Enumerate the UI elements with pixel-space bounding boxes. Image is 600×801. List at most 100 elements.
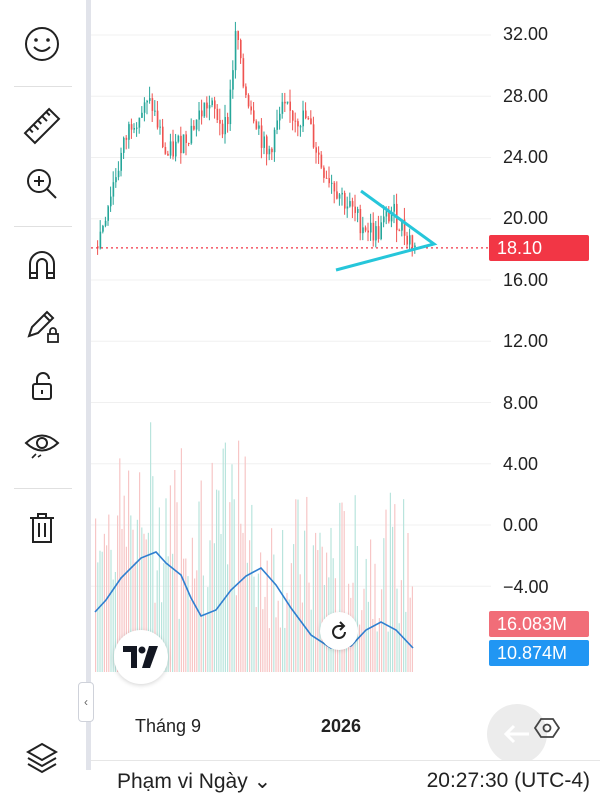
volume-bar <box>273 554 275 672</box>
volume-bar <box>282 530 284 672</box>
candle-body <box>115 177 117 183</box>
candle-body <box>414 245 416 248</box>
volume-bar <box>123 495 125 672</box>
volume-bar <box>411 586 413 672</box>
candle-body <box>156 110 159 128</box>
price-tick: 20.00 <box>503 208 549 228</box>
candle-body <box>328 178 330 184</box>
volume-bar <box>312 545 314 672</box>
volume-bar <box>275 617 277 672</box>
candle-body <box>125 137 128 140</box>
volume-bar <box>172 553 174 672</box>
volume-ma-badge: 10.874M <box>489 640 589 666</box>
reset-chart-button[interactable] <box>320 612 358 650</box>
candle-body <box>136 127 138 129</box>
volume-bar <box>110 549 112 672</box>
candle-body <box>338 194 341 199</box>
volume-bar <box>260 552 262 672</box>
candle-body <box>333 182 336 192</box>
candle-body <box>193 125 195 130</box>
candle-body <box>167 153 169 156</box>
volume-bar <box>249 540 251 672</box>
volume-bar <box>134 561 136 672</box>
volume-bar <box>202 575 204 672</box>
volume-bar <box>130 515 132 672</box>
candle-body <box>164 147 167 154</box>
ruler-icon[interactable] <box>18 102 66 150</box>
scroll-to-latest-button[interactable] <box>487 704 547 764</box>
time-axis[interactable]: Tháng 9 2026 <box>91 710 491 744</box>
volume-bar <box>152 476 154 672</box>
time-label-month: Tháng 9 <box>135 716 202 736</box>
pencil-lock-icon[interactable] <box>18 302 66 350</box>
volume-bar <box>374 563 376 672</box>
volume-bar <box>341 502 343 672</box>
volume-bar <box>218 490 220 672</box>
candle-body <box>112 182 115 197</box>
candle-body <box>393 203 395 212</box>
volume-bar <box>301 602 303 672</box>
candle-body <box>130 124 133 130</box>
candle-body <box>279 113 281 121</box>
price-axis[interactable]: 32.00 28.00 24.00 20.00 16.00 12.00 8.00… <box>491 0 600 700</box>
volume-bar <box>233 499 235 672</box>
volume-bar <box>251 504 253 672</box>
volume-bar <box>266 560 268 672</box>
candle-body <box>302 110 304 127</box>
zoom-in-icon[interactable] <box>18 160 66 208</box>
candle-body <box>289 101 291 111</box>
candle-body <box>250 106 252 111</box>
magnet-icon[interactable] <box>18 242 66 290</box>
candle-body <box>375 226 377 241</box>
volume-bar <box>297 499 299 672</box>
candle-body <box>312 124 315 148</box>
volume-bar <box>108 514 110 672</box>
layers-icon[interactable] <box>18 734 66 782</box>
unlock-icon[interactable] <box>18 362 66 410</box>
candle-body <box>362 227 364 234</box>
candle-body <box>208 105 211 109</box>
volume-bar <box>196 570 198 672</box>
candle-body <box>247 95 250 107</box>
collapse-toolbar-tab[interactable]: ‹ <box>78 682 94 722</box>
volume-bar <box>167 556 169 672</box>
trash-icon[interactable] <box>18 504 66 552</box>
candle-body <box>271 148 273 153</box>
candle-body <box>211 100 213 106</box>
candle-body <box>346 206 349 209</box>
volume-bar <box>295 499 297 672</box>
price-tick: −4.00 <box>503 577 549 597</box>
volume-bar <box>363 588 365 672</box>
volume-bar <box>264 596 266 672</box>
candle-body <box>258 125 260 129</box>
bottom-bar: Phạm vi Ngày ⌄ 20:27:30 (UTC-4) <box>91 760 600 801</box>
candle-body <box>388 211 390 222</box>
chart-area[interactable] <box>91 0 491 770</box>
volume-bar <box>319 532 321 672</box>
candle-body <box>195 119 198 130</box>
volume-bar <box>394 504 396 672</box>
candle-body <box>286 101 289 104</box>
volume-bar <box>381 589 383 672</box>
tradingview-logo[interactable] <box>114 630 168 684</box>
volume-bar <box>383 538 385 672</box>
smiley-icon[interactable] <box>18 20 66 68</box>
volume-bar <box>117 515 119 672</box>
volume-bar <box>163 563 165 672</box>
volume-bar <box>321 546 323 672</box>
volume-bar <box>216 489 218 672</box>
volume-bar <box>244 456 246 672</box>
candle-body <box>284 101 286 104</box>
eye-icon[interactable] <box>18 420 66 468</box>
settings-button[interactable] <box>533 714 561 742</box>
candlestick-chart[interactable] <box>91 0 491 770</box>
range-selector[interactable]: Phạm vi Ngày ⌄ <box>117 769 271 794</box>
candle-body <box>331 182 333 184</box>
volume-bar <box>315 532 317 672</box>
volume-bar <box>253 576 255 672</box>
volume-bar <box>370 539 372 672</box>
candle-body <box>390 211 393 222</box>
candle-body <box>224 116 226 135</box>
settings-icon <box>534 718 560 738</box>
volume-bar <box>385 509 387 672</box>
